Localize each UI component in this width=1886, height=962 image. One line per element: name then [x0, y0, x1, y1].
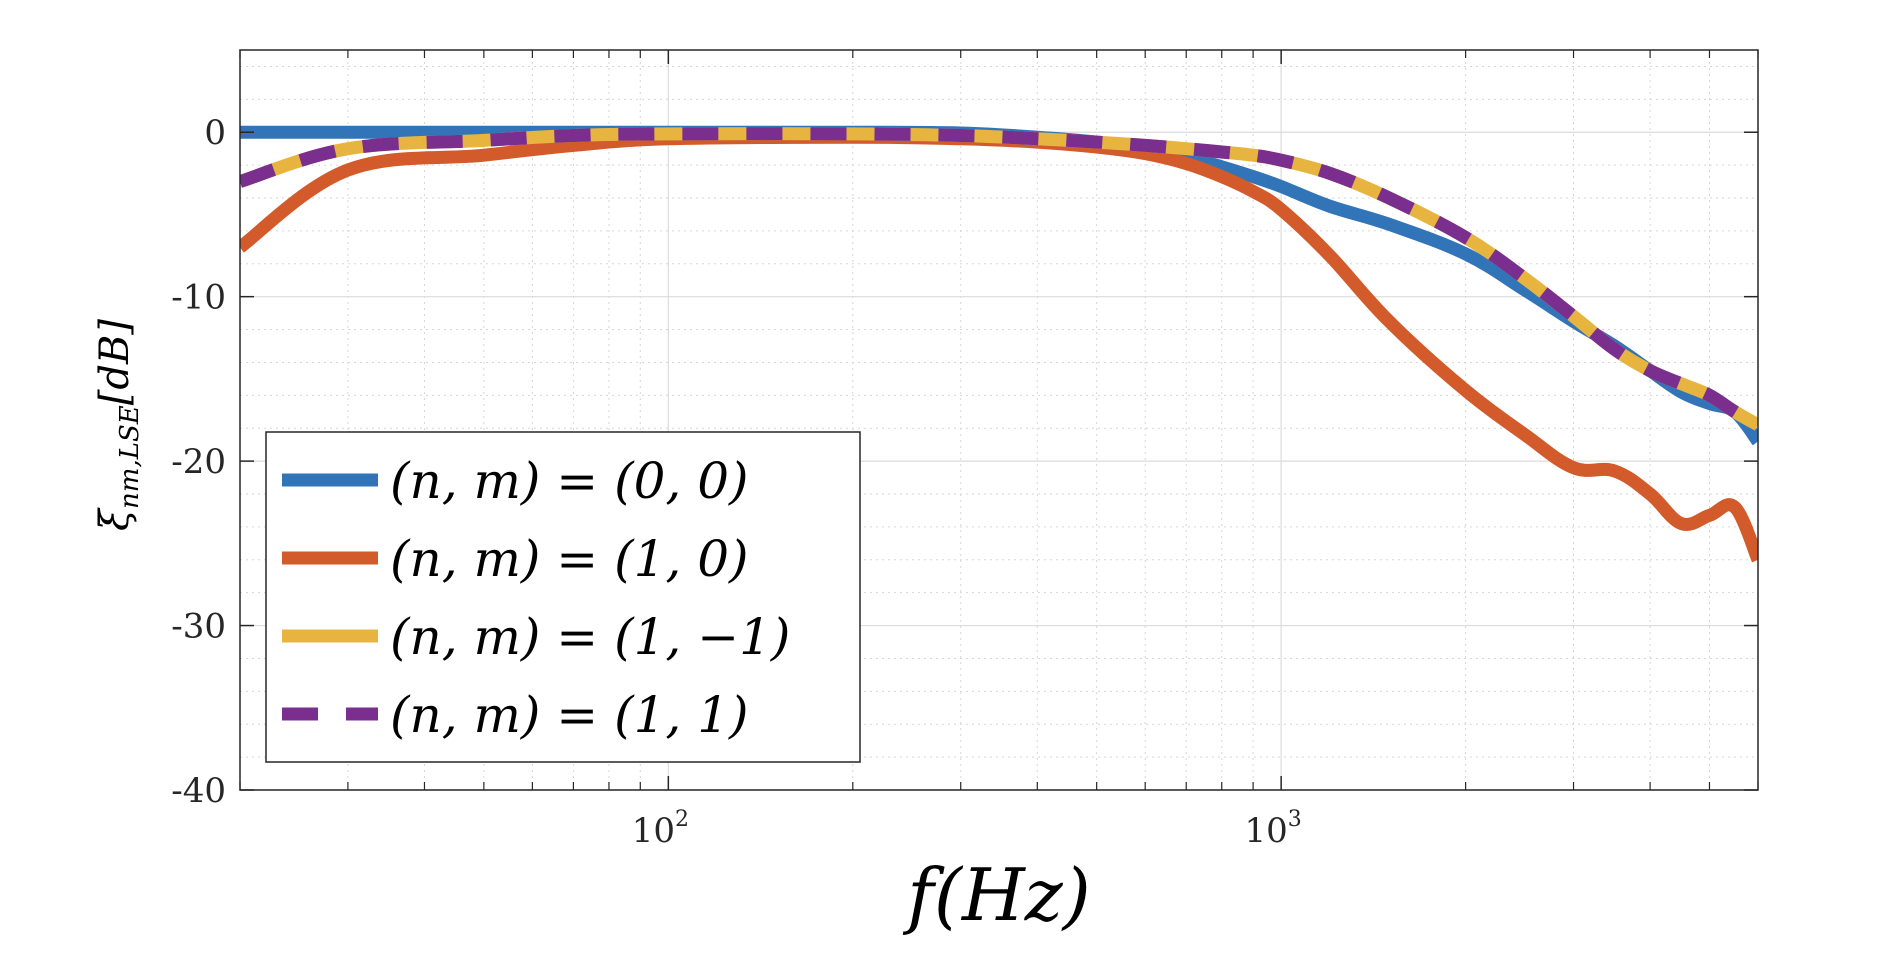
legend-item-3: (n, m) = (1, 1) — [282, 686, 749, 744]
y-tick-label-0: 0 — [204, 113, 226, 153]
y-tick-label-2: -20 — [171, 442, 226, 482]
x-tick-base: 10 — [632, 811, 675, 851]
x-tick-exponent: 3 — [1288, 807, 1302, 832]
legend-items: (n, m) = (0, 0) (n, m) = (1, 0) (n, m) = (… — [282, 452, 790, 744]
legend-item-1: (n, m) = (1, 0) — [282, 530, 749, 588]
x-tick-labels: 102 103 — [632, 807, 1302, 851]
y-tick-label-3: -30 — [171, 607, 226, 647]
x-tick-exponent: 2 — [675, 807, 689, 832]
series-line-3 — [240, 127, 1758, 431]
legend-label-3: (n, m) = (1, 1) — [390, 686, 749, 744]
y-axis-label-unit: [dB] — [92, 319, 138, 406]
legend-label-0: (n, m) = (0, 0) — [390, 452, 749, 510]
x-tick-base: 10 — [1245, 811, 1288, 851]
y-axis-label: ξnm,LSE[dB] — [92, 319, 145, 531]
y-tick-labels: 0 -10 -20 -30 -40 — [171, 113, 226, 811]
legend-box — [265, 431, 861, 763]
y-tick-label-1: -10 — [171, 278, 226, 318]
legend-label-2: (n, m) = (1, −1) — [390, 608, 790, 666]
y-tick-label-4: -40 — [171, 771, 226, 811]
axes-box — [239, 49, 1759, 791]
legend-item-0: (n, m) = (0, 0) — [282, 452, 749, 510]
series-layer — [240, 125, 1758, 563]
ticks — [239, 50, 1759, 791]
y-axis-label-main: ξ — [92, 507, 138, 531]
x-tick-label-1: 103 — [1245, 807, 1302, 851]
x-axis-label: f(Hz) — [902, 853, 1091, 937]
legend: (n, m) = (0, 0) (n, m) = (1, 0) (n, m) = (… — [265, 431, 861, 763]
legend-label-1: (n, m) = (1, 0) — [390, 530, 749, 588]
legend-item-2: (n, m) = (1, −1) — [282, 608, 790, 666]
x-tick-label-0: 102 — [632, 807, 689, 851]
y-axis-label-subscript: nm,LSE — [115, 405, 145, 509]
series-line-1 — [240, 130, 1758, 563]
